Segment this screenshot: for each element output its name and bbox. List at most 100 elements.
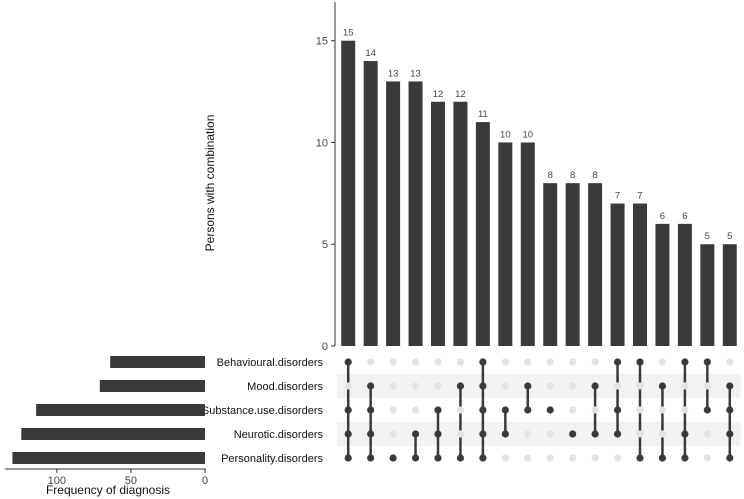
matrix-dot-inactive — [367, 358, 375, 366]
matrix-dot-inactive — [411, 358, 420, 366]
matrix-dot-active — [367, 406, 375, 414]
matrix-dot-active — [367, 382, 375, 390]
matrix-dot-inactive — [389, 382, 397, 390]
matrix-dot-inactive — [726, 358, 734, 366]
set-size-axis-title: Frequency of diagnosis — [46, 483, 170, 497]
matrix-dot-active — [636, 454, 644, 462]
matrix-dot-active — [479, 430, 487, 438]
matrix-dot-active — [591, 430, 599, 438]
matrix-dot-inactive — [703, 454, 711, 462]
matrix-dot-inactive — [703, 430, 711, 438]
matrix-dot-active — [411, 454, 420, 462]
matrix-dot-active — [681, 358, 689, 366]
matrix-dot-inactive — [591, 358, 599, 366]
matrix-dot-active — [367, 454, 375, 462]
bar-data-label: 11 — [478, 109, 488, 120]
matrix-dot-inactive — [344, 382, 352, 390]
matrix-dot-active — [479, 454, 487, 462]
set-size-bar — [36, 404, 205, 416]
bar-data-label: 8 — [548, 170, 553, 181]
matrix-dot-inactive — [501, 358, 509, 366]
bar-data-label: 10 — [522, 129, 533, 140]
matrix-dot-active — [524, 406, 532, 414]
set-size-tick-label: 50 — [125, 475, 137, 487]
matrix-dot-inactive — [636, 430, 644, 438]
matrix-dot-inactive — [389, 430, 397, 438]
matrix-dot-inactive — [411, 382, 420, 390]
matrix-dot-active — [726, 406, 734, 414]
y-axis-title: Persons with combination — [203, 115, 217, 252]
combination-bar — [633, 203, 647, 346]
matrix-dot-inactive — [524, 430, 532, 438]
chart-axes: 0 5 10 15 — [316, 2, 336, 353]
matrix-dot-active — [389, 454, 397, 462]
matrix-dot-active — [434, 454, 442, 462]
matrix-dot-inactive — [456, 430, 465, 438]
bar-data-label: 6 — [660, 211, 665, 222]
combination-bar — [475, 122, 490, 346]
matrix-dot-active — [613, 430, 622, 438]
matrix-dot-active — [344, 358, 352, 366]
matrix-dot-inactive — [658, 358, 667, 366]
combination-bar — [431, 101, 445, 346]
matrix-dot-active — [479, 382, 487, 390]
combination-bar — [610, 203, 625, 346]
matrix-dot-inactive — [681, 406, 689, 414]
bar-data-label: 6 — [682, 211, 687, 222]
matrix-dot-inactive — [591, 406, 599, 414]
matrix-dot-active — [479, 358, 487, 366]
matrix-dot-active — [344, 454, 352, 462]
matrix-dot-inactive — [434, 382, 442, 390]
matrix-dot-inactive — [389, 358, 397, 366]
matrix-dot-active — [681, 430, 689, 438]
matrix-dot-active — [546, 406, 554, 414]
combination-matrix: Behavioural.disorders Mood.disorders Subst… — [202, 357, 734, 465]
matrix-dot-inactive — [658, 430, 667, 438]
matrix-dot-inactive — [636, 382, 644, 390]
y-tick-label: 10 — [316, 137, 328, 149]
matrix-dot-active — [681, 454, 689, 462]
matrix-dot-inactive — [546, 382, 554, 390]
bar-data-label: 7 — [615, 191, 620, 202]
matrix-dot-active — [703, 358, 711, 366]
bar-data-label: 5 — [727, 231, 732, 242]
matrix-dot-active — [726, 430, 734, 438]
combination-bar — [363, 61, 378, 346]
set-size-tick-label: 100 — [48, 475, 66, 487]
matrix-dot-active — [501, 430, 509, 438]
matrix-dot-active — [344, 430, 352, 438]
combination-bar — [543, 183, 558, 346]
matrix-dot-inactive — [703, 382, 711, 390]
combination-bar — [588, 183, 603, 346]
matrix-dot-active — [434, 430, 442, 438]
matrix-dot-inactive — [546, 358, 554, 366]
bar-data-label: 5 — [705, 231, 710, 242]
set-size-tick-label: 0 — [202, 475, 208, 487]
combination-bar — [408, 81, 423, 346]
set-size-bar — [110, 356, 205, 368]
matrix-dot-inactive — [546, 430, 554, 438]
matrix-dot-inactive — [411, 406, 420, 414]
matrix-dot-inactive — [456, 358, 465, 366]
bar-data-label: 8 — [570, 170, 575, 181]
matrix-dot-inactive — [524, 454, 532, 462]
bar-data-label: 10 — [500, 129, 511, 140]
matrix-dot-active — [591, 382, 599, 390]
combination-bar — [565, 183, 580, 346]
matrix-dot-active — [569, 430, 577, 438]
matrix-dot-inactive — [501, 382, 509, 390]
matrix-dot-active — [456, 454, 465, 462]
matrix-row-stripe — [337, 422, 741, 446]
bar-data-label: 7 — [637, 191, 642, 202]
combination-bar — [700, 244, 715, 346]
matrix-dot-active — [434, 406, 442, 414]
matrix-dot-active — [524, 382, 532, 390]
bar-data-label: 12 — [455, 89, 466, 100]
matrix-dot-inactive — [456, 406, 465, 414]
matrix-dot-inactive — [389, 406, 397, 414]
bar-data-label: 8 — [592, 170, 597, 181]
matrix-dot-inactive — [569, 454, 577, 462]
set-label: Mood.disorders — [247, 381, 323, 393]
set-size-bar — [12, 452, 205, 464]
matrix-dot-inactive — [591, 454, 599, 462]
